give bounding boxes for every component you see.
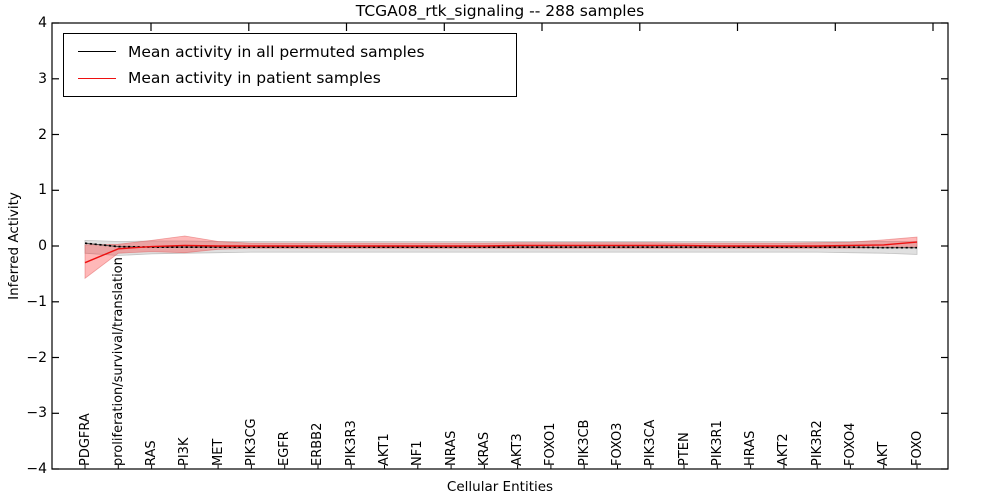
y-tick-label: −3 xyxy=(26,405,47,422)
x-tick-label: AKT2 xyxy=(776,433,792,466)
y-tick-label: −4 xyxy=(26,461,47,477)
x-tick-label: FOXO1 xyxy=(543,422,559,466)
x-tick-label: ERBB2 xyxy=(310,422,326,466)
permuted-line-swatch-icon xyxy=(78,51,116,53)
y-tick-label: −1 xyxy=(26,293,47,310)
x-tick-label: NF1 xyxy=(410,440,426,466)
x-tick-label: NRAS xyxy=(443,430,459,466)
x-tick-label: AKT3 xyxy=(510,433,526,466)
y-tick-label: 1 xyxy=(38,182,47,199)
x-tick-label: HRAS xyxy=(743,430,759,466)
x-tick-label: PIK3CG xyxy=(243,418,259,466)
x-tick-label: PIK3R3 xyxy=(343,420,359,466)
x-tick-label: FOXO xyxy=(909,430,925,466)
legend-label-permuted: Mean activity in all permuted samples xyxy=(128,42,425,61)
x-tick-label: PIK3R2 xyxy=(809,420,825,466)
legend-item-patient: Mean activity in patient samples xyxy=(64,69,516,87)
x-tick-label: FOXO3 xyxy=(609,422,625,466)
y-tick-label: 3 xyxy=(38,70,47,87)
y-tick-label: 0 xyxy=(38,238,47,254)
legend: Mean activity in all permuted samples Me… xyxy=(63,33,517,97)
x-tick-label: PIK3R1 xyxy=(709,420,725,466)
chart-title: TCGA08_rtk_signaling -- 288 samples xyxy=(355,2,645,20)
x-tick-label: PDGFRA xyxy=(77,413,93,466)
x-tick-label: FOXO4 xyxy=(842,422,858,466)
y-tick-label: 4 xyxy=(38,15,47,31)
x-tick-label: AKT1 xyxy=(377,433,393,466)
patient-mean-line xyxy=(84,241,918,264)
x-tick-label: AKT xyxy=(876,441,892,466)
x-tick-label: KRAS xyxy=(476,431,492,466)
y-tick-label: 2 xyxy=(38,126,47,143)
legend-item-permuted: Mean activity in all permuted samples xyxy=(64,43,516,61)
permuted-mean-line xyxy=(84,242,917,249)
x-tick-label: PIK3CB xyxy=(576,419,592,466)
x-tick-label: PTEN xyxy=(676,432,692,466)
y-tick-label: −2 xyxy=(26,349,47,366)
patient-line-swatch-icon xyxy=(78,77,116,79)
x-tick-label: EGFR xyxy=(277,431,293,466)
legend-label-patient: Mean activity in patient samples xyxy=(128,69,381,88)
x-tick-label: PIK3CA xyxy=(643,419,659,466)
x-tick-label: MET xyxy=(210,438,226,466)
x-tick-label: PI3K xyxy=(177,437,193,466)
x-tick-label: RAS xyxy=(144,440,160,466)
x-tick-label: proliferation/survival/translation xyxy=(110,257,126,466)
x-axis-title: Cellular Entities xyxy=(446,479,554,495)
